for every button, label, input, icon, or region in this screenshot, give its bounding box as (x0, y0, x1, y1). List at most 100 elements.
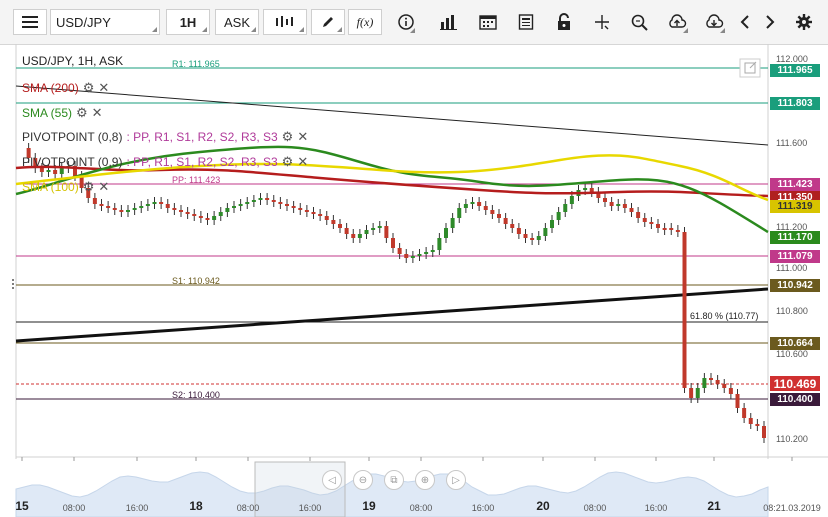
x-axis-label: 21 (707, 499, 720, 513)
candle (298, 208, 302, 210)
fit-icon: ⧉ (390, 475, 397, 486)
candle (749, 418, 753, 424)
menu-button[interactable] (13, 9, 47, 35)
zoom-in-button[interactable]: ⊕ (415, 470, 435, 490)
candle (418, 254, 422, 256)
close-icon[interactable]: ✕ (92, 105, 103, 121)
bar-chart-icon (440, 14, 458, 30)
zoom-out-button[interactable]: ⊖ (353, 470, 373, 490)
candle (543, 228, 547, 236)
price-type-select[interactable]: ASK (215, 9, 259, 35)
x-axis-label: 08:00 (63, 503, 86, 513)
indicator-sma100-label: SMA (100) (22, 180, 79, 194)
candle (179, 210, 183, 212)
candle (563, 204, 567, 212)
candle (351, 234, 355, 238)
candle (278, 202, 282, 204)
close-icon[interactable]: ✕ (297, 154, 308, 170)
upload-button[interactable] (664, 9, 690, 35)
candle (464, 204, 468, 208)
scroll-right-button[interactable] (760, 9, 780, 35)
candle (378, 226, 382, 228)
candle (153, 202, 157, 204)
candle (318, 214, 322, 216)
candle (683, 232, 687, 388)
drawing-tools-button[interactable] (311, 9, 345, 35)
candle (305, 210, 309, 212)
timeframe-label: 1H (180, 15, 197, 30)
gear-icon[interactable]: ⚙ (76, 105, 88, 121)
trend-line-lower (16, 289, 768, 341)
candle (643, 218, 647, 222)
fit-button[interactable]: ⧉ (384, 470, 404, 490)
candle (133, 208, 137, 210)
candle (431, 250, 435, 252)
candle (696, 388, 700, 398)
candle (345, 228, 349, 234)
symbol-label: USD/JPY (56, 15, 111, 30)
fib-level-label: 61.80 % (110.77) (690, 311, 758, 321)
candle (716, 380, 720, 384)
lock-button[interactable] (552, 9, 576, 35)
price-label: 111.803 (770, 97, 820, 110)
candle (471, 202, 475, 204)
volume-button[interactable] (437, 9, 461, 35)
close-icon[interactable]: ✕ (297, 129, 308, 145)
crosshair-button[interactable] (590, 9, 614, 35)
info-button[interactable] (395, 9, 417, 35)
scroll-left-button[interactable] (735, 9, 755, 35)
price-type-label: ASK (224, 15, 250, 30)
candle (365, 230, 369, 234)
timeframe-select[interactable]: 1H (166, 9, 210, 35)
gear-icon[interactable]: ⚙ (83, 179, 95, 195)
y-axis-label: 111.600 (776, 138, 807, 148)
popout-icon[interactable] (740, 59, 760, 77)
close-icon[interactable]: ✕ (98, 80, 109, 96)
indicator-sma55[interactable]: SMA (55) ⚙ ✕ (22, 105, 103, 121)
candle (490, 210, 494, 214)
candle (265, 198, 269, 200)
candle (312, 212, 316, 214)
close-icon[interactable]: ✕ (98, 179, 109, 195)
candle (729, 388, 733, 394)
calendar-button[interactable] (476, 9, 500, 35)
nav-left-button[interactable]: ◁ (322, 470, 342, 490)
candle (517, 228, 521, 234)
candle (610, 202, 614, 206)
price-label: 110.942 (770, 279, 820, 292)
candle (477, 202, 481, 206)
download-button[interactable] (701, 9, 727, 35)
symbol-select[interactable]: USD/JPY (50, 9, 160, 35)
candle (113, 208, 117, 210)
zoom-button[interactable] (627, 9, 651, 35)
settings-button[interactable] (792, 9, 816, 35)
y-axis-label: 111.000 (776, 263, 807, 273)
candle (93, 198, 97, 204)
chart-area[interactable]: USD/JPY, 1H, ASK SMA (200) ⚙ ✕ SMA (55) ⚙… (0, 44, 828, 517)
candle (451, 218, 455, 228)
nav-right-button[interactable]: ▷ (446, 470, 466, 490)
indicator-sma200[interactable]: SMA (200) ⚙ ✕ (22, 80, 109, 96)
s1-level-label: S1: 110.942 (172, 276, 220, 286)
gear-icon[interactable]: ⚙ (282, 129, 294, 145)
indicators-button[interactable]: f(x) (348, 9, 382, 35)
candle (497, 214, 501, 218)
chart-type-button[interactable] (263, 9, 307, 35)
candle (404, 254, 408, 258)
gear-icon[interactable]: ⚙ (83, 80, 95, 96)
indicator-pivot1[interactable]: PIVOTPOINT (0,8) : PP, R1, S1, R2, S2, R… (22, 129, 308, 145)
gear-icon[interactable]: ⚙ (282, 154, 294, 170)
candle (570, 196, 574, 204)
left-drag-handle[interactable] (12, 279, 14, 289)
candle (232, 206, 236, 208)
indicator-sma100[interactable]: SMA (100) ⚙ ✕ (22, 179, 109, 195)
candle (166, 204, 170, 208)
news-button[interactable] (514, 9, 538, 35)
candle (583, 188, 587, 190)
price-label: 110.664 (770, 337, 820, 350)
candle (53, 170, 57, 174)
candle (636, 212, 640, 218)
candle (239, 204, 243, 206)
indicator-pivot2[interactable]: PIVOTPOINT (0,9) : PP, R1, S1, R2, S2, R… (22, 154, 308, 170)
x-axis-label: 19 (362, 499, 375, 513)
